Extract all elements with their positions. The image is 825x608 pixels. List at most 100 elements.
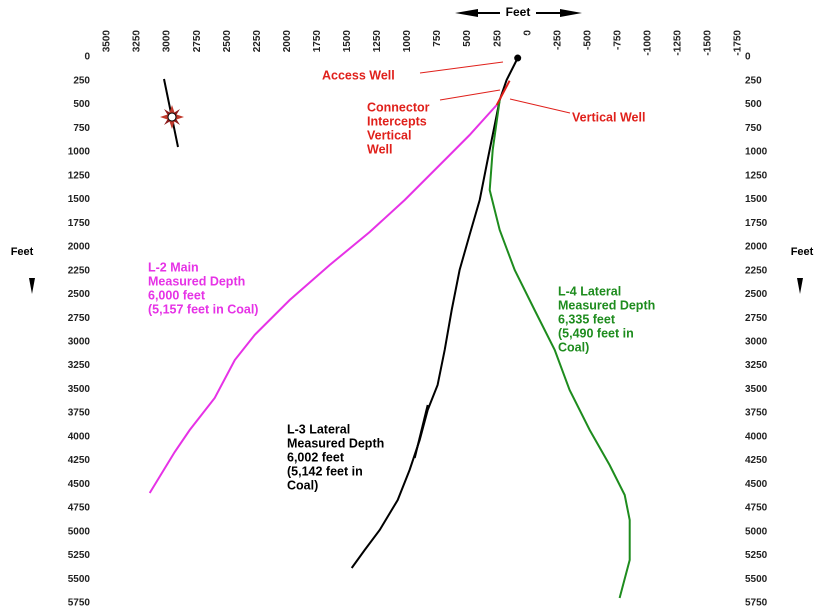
y-tick-label: 3750 xyxy=(68,408,91,419)
x-tick-label: 3000 xyxy=(162,30,173,53)
x-tick-label: -1500 xyxy=(703,30,714,56)
annotation: Vertical xyxy=(367,128,411,142)
well-path xyxy=(413,404,429,459)
y-tick-label: 4250 xyxy=(68,455,91,466)
y-tick-label-right: 0 xyxy=(745,52,751,63)
y-tick-label: 0 xyxy=(84,52,90,63)
annotation: Measured Depth xyxy=(148,274,245,288)
y-tick-label-right: 5750 xyxy=(745,598,768,608)
y-axis-label-right: Feet xyxy=(791,246,814,258)
y-tick-label: 5250 xyxy=(68,550,91,561)
annotation: L-2 Main xyxy=(148,260,199,274)
annotation: Coal) xyxy=(558,340,589,354)
y-tick-label-right: 5000 xyxy=(745,526,768,537)
y-tick-label-right: 1250 xyxy=(745,170,768,181)
x-tick-label: -1000 xyxy=(642,30,653,56)
annotation: L-4 Lateral xyxy=(558,284,621,298)
y-tick-label-right: 1750 xyxy=(745,218,768,229)
y-tick-label-right: 3500 xyxy=(745,384,768,395)
annotation: Coal) xyxy=(287,478,318,492)
x-tick-label: 2750 xyxy=(192,30,203,53)
annotation: 6,000 feet xyxy=(148,288,206,302)
y-tick-label: 1750 xyxy=(68,218,91,229)
y-tick-label-right: 2000 xyxy=(745,242,768,253)
y-tick-label-right: 2250 xyxy=(745,265,768,276)
y-tick-label: 500 xyxy=(73,99,90,110)
annotation: L-3 Lateral xyxy=(287,422,350,436)
x-tick-label: 250 xyxy=(492,30,503,47)
y-tick-label: 2500 xyxy=(68,289,91,300)
y-tick-label: 750 xyxy=(73,123,90,134)
annotation: (5,157 feet in Coal) xyxy=(148,302,258,316)
annotation: Measured Depth xyxy=(558,298,655,312)
y-tick-label-right: 4000 xyxy=(745,431,768,442)
arrow-left xyxy=(455,9,478,17)
x-tick-label: 2000 xyxy=(282,30,293,53)
x-tick-label: 1750 xyxy=(312,30,323,53)
x-tick-label: 500 xyxy=(462,30,473,47)
annotation: Intercepts xyxy=(367,114,427,128)
y-tick-label: 4500 xyxy=(68,479,91,490)
annotation: Connector xyxy=(367,100,430,114)
y-tick-label: 1000 xyxy=(68,147,91,158)
x-tick-label: 1250 xyxy=(372,30,383,53)
y-tick-label-right: 1500 xyxy=(745,194,768,205)
y-tick-label: 3000 xyxy=(68,337,91,348)
y-tick-label: 5500 xyxy=(68,574,91,585)
y-tick-label-right: 3750 xyxy=(745,408,768,419)
y-tick-label: 2750 xyxy=(68,313,91,324)
well-path xyxy=(488,99,631,599)
annotation: Measured Depth xyxy=(287,436,384,450)
x-tick-label: 1500 xyxy=(342,30,353,53)
y-tick-label: 4000 xyxy=(68,431,91,442)
well-path xyxy=(148,104,498,494)
annotation: 6,335 feet xyxy=(558,312,616,326)
well-path xyxy=(350,57,519,569)
y-tick-label-right: 1000 xyxy=(745,147,768,158)
y-tick-label: 5750 xyxy=(68,598,91,608)
annotation: Vertical Well xyxy=(572,110,645,124)
y-tick-label: 4750 xyxy=(68,503,91,514)
x-tick-label: -250 xyxy=(552,30,563,50)
x-tick-label: -750 xyxy=(612,30,623,50)
y-tick-label-right: 750 xyxy=(745,123,762,134)
x-tick-label: 2500 xyxy=(222,30,233,53)
y-tick-label: 2000 xyxy=(68,242,91,253)
arrow-down xyxy=(29,278,35,294)
y-tick-label: 1250 xyxy=(68,170,91,181)
annotation: (5,142 feet in xyxy=(287,464,363,478)
y-tick-label-right: 5500 xyxy=(745,574,768,585)
leader-line xyxy=(509,98,571,114)
leader-line xyxy=(419,61,504,74)
x-tick-label: 1000 xyxy=(402,30,413,53)
y-tick-label-right: 4250 xyxy=(745,455,768,466)
y-tick-label: 2250 xyxy=(68,265,91,276)
x-tick-label: 2250 xyxy=(252,30,263,53)
well-head xyxy=(514,54,522,62)
annotation: (5,490 feet in xyxy=(558,326,634,340)
y-axis-label: Feet xyxy=(11,246,34,258)
y-tick-label-right: 5250 xyxy=(745,550,768,561)
y-tick-label-right: 3250 xyxy=(745,360,768,371)
x-axis-label: Feet xyxy=(506,5,531,19)
y-tick-label-right: 250 xyxy=(745,75,762,86)
well-path xyxy=(495,80,511,106)
x-tick-label: 3500 xyxy=(102,30,113,53)
leader-line xyxy=(439,89,501,101)
x-tick-label: -1750 xyxy=(733,30,744,56)
y-tick-label-right: 4750 xyxy=(745,503,768,514)
y-tick-label-right: 2500 xyxy=(745,289,768,300)
y-tick-label: 3250 xyxy=(68,360,91,371)
y-tick-label-right: 2750 xyxy=(745,313,768,324)
y-tick-label: 1500 xyxy=(68,194,91,205)
annotation: 6,002 feet xyxy=(287,450,345,464)
y-tick-label: 250 xyxy=(73,75,90,86)
x-tick-label: 750 xyxy=(432,30,443,47)
y-tick-label: 5000 xyxy=(68,526,91,537)
y-tick-label-right: 500 xyxy=(745,99,762,110)
annotation: Access Well xyxy=(322,68,395,82)
arrow-down xyxy=(797,278,803,294)
x-tick-label: -500 xyxy=(582,30,593,50)
arrow-right xyxy=(560,9,582,17)
